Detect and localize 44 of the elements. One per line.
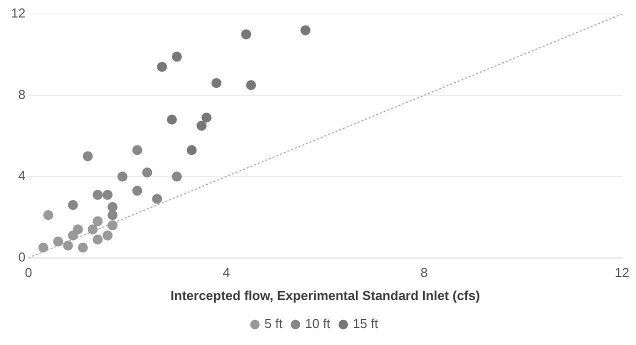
point: [68, 230, 78, 240]
y-tick-label: 4: [18, 168, 26, 184]
x-tick-label: 8: [420, 265, 428, 280]
y-tick-label: 8: [18, 86, 26, 102]
point: [68, 200, 78, 210]
point: [186, 145, 197, 156]
point: [92, 190, 103, 200]
point: [152, 194, 162, 204]
point: [88, 224, 98, 234]
point: [241, 29, 252, 40]
point: [157, 62, 168, 72]
x-tick-label: 4: [222, 265, 230, 280]
point: [102, 190, 113, 200]
point: [166, 114, 177, 125]
point: [92, 234, 103, 245]
y-tick-label: 0: [18, 249, 26, 264]
point: [202, 112, 212, 123]
point: [211, 78, 222, 88]
point: [43, 210, 54, 220]
point: [63, 240, 74, 251]
point: [246, 80, 256, 90]
point: [78, 242, 88, 253]
point: [82, 151, 93, 162]
point: [196, 120, 207, 131]
x-axis-title: Intercepted flow, Experimental Standard Inlet (cfs): [170, 288, 480, 303]
point: [38, 242, 48, 253]
point: [132, 145, 142, 156]
point: [53, 236, 64, 247]
point: [172, 172, 182, 182]
point: [102, 230, 113, 240]
point: [142, 167, 152, 178]
point: [108, 220, 118, 230]
legend-label: 15 ft: [352, 316, 378, 332]
point: [92, 216, 103, 226]
x-tick-label: 12: [614, 265, 630, 280]
point: [172, 52, 182, 62]
point: [108, 210, 118, 220]
point: [117, 172, 128, 182]
y-tick-label: 12: [10, 6, 26, 21]
point: [132, 186, 142, 196]
point: [300, 25, 310, 36]
legend-label: 5 ft: [264, 316, 283, 332]
point: [108, 202, 118, 212]
legend-label: 10 ft: [304, 316, 331, 332]
